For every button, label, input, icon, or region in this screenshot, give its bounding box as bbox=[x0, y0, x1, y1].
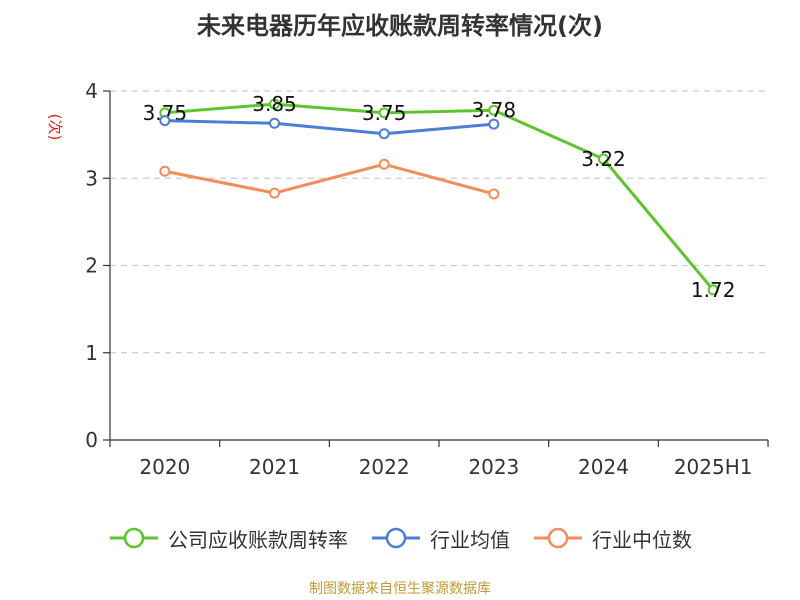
data-point bbox=[269, 98, 280, 110]
line-chart: 0 1 2 3 4 2020 2021 2022 2023 2024 2025H1 (次) 3.75 3.… bbox=[46, 79, 769, 479]
legend-item[interactable]: 行业中位数 bbox=[532, 524, 692, 553]
legend-label: 行业中位数 bbox=[592, 527, 692, 552]
legend: 公司应收账款周转率 行业均值 行业中位数 bbox=[0, 520, 800, 556]
legend-label: 行业均值 bbox=[430, 527, 510, 552]
y-tick-label: 0 bbox=[85, 428, 98, 452]
x-tick-label: 2021 bbox=[249, 455, 300, 479]
data-point bbox=[269, 117, 280, 129]
data-label: 3.85 bbox=[252, 92, 297, 116]
x-tick-label: 2023 bbox=[468, 455, 519, 479]
data-point bbox=[598, 153, 609, 165]
y-tick-label: 3 bbox=[85, 166, 98, 190]
legend-symbol-icon bbox=[110, 527, 158, 549]
x-tick-label: 2022 bbox=[359, 455, 410, 479]
data-label: 3.78 bbox=[472, 98, 517, 122]
data-label: 3.22 bbox=[581, 147, 626, 171]
data-point bbox=[378, 128, 390, 140]
source-note: 制图数据来自恒生聚源数据库 bbox=[309, 581, 491, 597]
series-line-1 bbox=[164, 119, 494, 136]
x-tick-label: 2020 bbox=[139, 455, 190, 479]
x-tick-label: 2025H1 bbox=[674, 455, 753, 479]
y-axis-label: (次) bbox=[46, 114, 64, 141]
data-point bbox=[488, 188, 500, 200]
data-label: 3.75 bbox=[362, 101, 407, 125]
y-tick-label: 4 bbox=[85, 79, 98, 103]
data-point bbox=[378, 158, 390, 170]
data-point bbox=[488, 118, 500, 130]
legend-item[interactable]: 行业均值 bbox=[370, 524, 510, 553]
legend-symbol-icon bbox=[372, 527, 420, 549]
data-point bbox=[707, 284, 719, 296]
y-tick-label: 2 bbox=[85, 254, 98, 278]
data-point bbox=[159, 165, 171, 177]
data-point bbox=[378, 107, 390, 119]
data-point bbox=[159, 115, 171, 127]
chart-title: 未来电器历年应收账款周转率情况(次) bbox=[197, 12, 603, 40]
data-point bbox=[269, 187, 280, 199]
data-point bbox=[488, 104, 500, 116]
series-line-0 bbox=[164, 102, 715, 291]
y-tick-label: 1 bbox=[85, 341, 98, 365]
legend-item[interactable]: 公司应收账款周转率 bbox=[108, 524, 348, 553]
data-label: 1.72 bbox=[691, 278, 736, 302]
legend-symbol-icon bbox=[534, 527, 582, 549]
legend-label: 公司应收账款周转率 bbox=[168, 527, 348, 552]
x-tick-label: 2024 bbox=[578, 455, 629, 479]
series-line-2 bbox=[164, 162, 495, 196]
